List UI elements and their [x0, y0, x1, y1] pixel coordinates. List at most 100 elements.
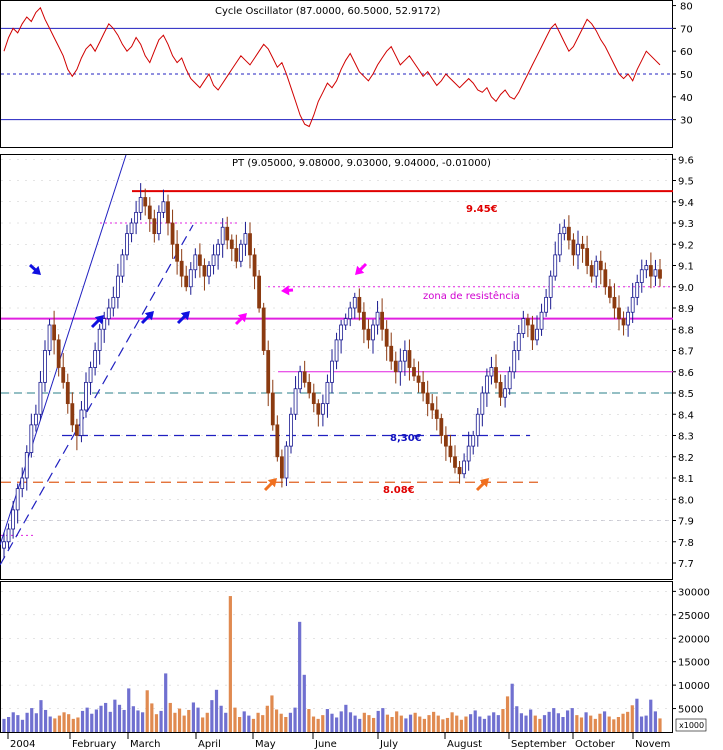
- volume-bar: [612, 719, 616, 732]
- price-candle-body: [598, 260, 603, 271]
- price-candle-body: [453, 456, 457, 468]
- price-candle-body: [421, 381, 426, 394]
- price-candle-body: [2, 541, 6, 549]
- volume-bar: [187, 709, 191, 732]
- price-candle-body: [371, 324, 375, 341]
- price-candle-body: [207, 265, 211, 277]
- volume-bar: [53, 718, 57, 732]
- volume-bar: [390, 717, 394, 732]
- volume-bar: [487, 715, 491, 732]
- x-tick-label: October: [575, 739, 616, 750]
- volume-multiplier-box: [675, 718, 707, 732]
- orange-arrow-head: [479, 478, 489, 488]
- price-candle-body: [562, 226, 567, 235]
- price-candle-body: [248, 233, 252, 256]
- oscillator-series: [3, 6, 661, 128]
- price-candle-body: [38, 381, 43, 415]
- price-candle-body: [348, 307, 353, 320]
- osc-tick-label: 80: [680, 2, 693, 13]
- volume-multiplier-label: x1000: [679, 721, 704, 730]
- price-candle-body: [525, 318, 530, 326]
- price-tick-label: 9.6: [678, 155, 694, 166]
- price-candle-body: [216, 243, 221, 256]
- volume-bar: [371, 717, 376, 732]
- volume-bar: [459, 719, 463, 732]
- price-candle-body: [220, 226, 225, 245]
- volume-bar: [367, 715, 371, 732]
- price-candle-body: [384, 328, 389, 347]
- volume-bar: [570, 708, 574, 732]
- price-candle-body: [398, 360, 403, 373]
- volume-bar: [376, 710, 380, 732]
- orange-arrow-head: [267, 478, 277, 488]
- level-808-label: 8.08€: [383, 485, 415, 496]
- magenta-arrow-head: [281, 285, 290, 296]
- price-candle-body: [143, 197, 148, 207]
- volume-bar: [154, 714, 159, 732]
- resistance-zone-label: zona de resistência: [423, 290, 520, 302]
- price-candle-body: [448, 445, 453, 458]
- price-candle-body: [389, 345, 394, 362]
- price-tick-label: 8.5: [678, 389, 694, 400]
- price-candle-body: [302, 371, 307, 383]
- volume-bar: [39, 700, 43, 732]
- volume-bar: [644, 715, 648, 732]
- volume-bar: [30, 708, 34, 732]
- price-tick-label: 8.0: [678, 495, 694, 506]
- volume-bar: [224, 712, 228, 732]
- x-tick-label: August: [447, 739, 482, 750]
- price-candle-body: [266, 350, 271, 394]
- price-candle-body: [211, 254, 216, 266]
- volume-bar: [455, 715, 459, 732]
- price-candle-body: [352, 296, 357, 309]
- volume-bar: [492, 712, 496, 732]
- volume-bar: [556, 713, 560, 732]
- volume-bar: [348, 712, 353, 732]
- volume-bar: [228, 596, 232, 732]
- volume-bar: [515, 706, 519, 732]
- volume-bar: [547, 711, 551, 732]
- price-candle-body: [539, 311, 544, 330]
- volume-bar: [468, 714, 473, 732]
- volume-bar: [441, 719, 445, 732]
- volume-tick-label: 30000: [678, 587, 710, 598]
- price-candle-body: [43, 350, 47, 383]
- price-candle-body: [658, 269, 662, 279]
- price-candle-body: [93, 350, 98, 368]
- volume-bar: [274, 709, 279, 732]
- volume-bar: [602, 711, 607, 732]
- volume-bar: [501, 709, 505, 732]
- price-candle-body: [29, 424, 34, 453]
- volume-bar: [626, 711, 630, 732]
- price-candle-body: [489, 367, 494, 377]
- price-tick-label: 8.6: [678, 368, 694, 379]
- volume-bar: [616, 717, 621, 732]
- price-candles: [2, 183, 662, 559]
- blue-arrow-head: [31, 265, 41, 275]
- price-candle-body: [594, 260, 599, 277]
- price-candle-body: [603, 269, 608, 288]
- volume-bar: [339, 711, 343, 732]
- volume-bar: [71, 718, 75, 732]
- volume-bar: [529, 709, 533, 732]
- price-candle-body: [320, 403, 325, 415]
- volume-bar: [67, 714, 71, 732]
- volume-bar: [385, 714, 390, 732]
- price-candle-body: [430, 403, 435, 411]
- volume-bar: [57, 715, 62, 732]
- price-candle-body: [635, 282, 640, 298]
- price-candle-body: [106, 307, 111, 320]
- price-candle-body: [494, 367, 498, 383]
- osc-tick-label: 50: [680, 70, 693, 81]
- price-candle-body: [284, 445, 289, 479]
- volume-bar: [330, 713, 334, 732]
- price-candle-body: [20, 477, 25, 490]
- x-tick-label: 2004: [10, 739, 35, 750]
- volume-bar: [335, 717, 339, 732]
- volume-bar: [538, 718, 542, 732]
- x-tick-label: April: [198, 739, 221, 750]
- volume-bar: [321, 715, 325, 732]
- volume-bar: [34, 713, 38, 732]
- volume-bar: [399, 715, 403, 732]
- level-830-label: 8,30€: [390, 433, 422, 444]
